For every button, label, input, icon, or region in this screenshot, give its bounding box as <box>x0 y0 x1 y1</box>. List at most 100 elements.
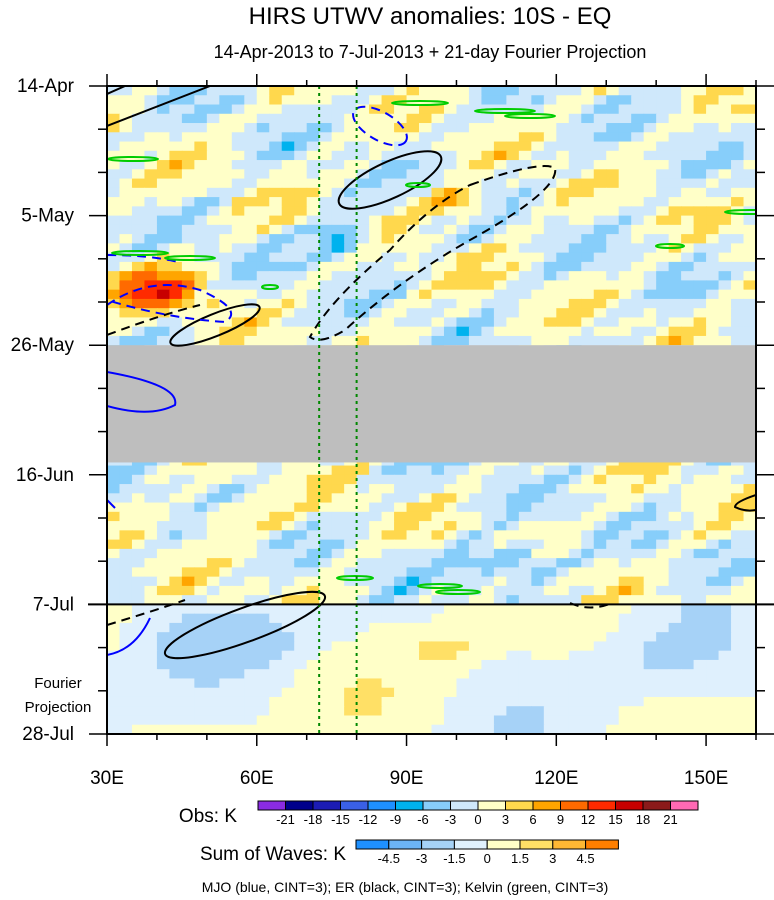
anomaly-cell <box>144 585 158 596</box>
anomaly-cell <box>468 215 483 226</box>
anomaly-cell <box>356 123 370 133</box>
anomaly-cell <box>119 687 133 698</box>
anomaly-cell <box>394 206 408 217</box>
anomaly-cell <box>244 641 258 652</box>
anomaly-cell <box>306 595 320 605</box>
anomaly-cell <box>319 335 333 346</box>
anomaly-cell <box>107 521 121 531</box>
anomaly-cell <box>356 548 370 559</box>
anomaly-cell <box>706 132 720 143</box>
anomaly-cell <box>181 678 195 689</box>
anomaly-cell <box>131 659 146 670</box>
anomaly-cell <box>681 289 695 300</box>
anomaly-cell <box>294 271 308 281</box>
anomaly-cell <box>394 215 408 226</box>
anomaly-cell <box>244 289 258 300</box>
anomaly-cell <box>543 123 557 133</box>
anomaly-cell <box>381 539 395 550</box>
anomaly-cell <box>281 585 295 596</box>
anomaly-cell <box>618 474 632 485</box>
anomaly-cell <box>618 576 632 587</box>
anomaly-cell <box>668 650 682 661</box>
anomaly-cell <box>506 86 520 96</box>
anomaly-cell <box>256 521 270 531</box>
anomaly-cell <box>718 224 732 235</box>
anomaly-cell <box>256 289 270 300</box>
anomaly-cell <box>356 474 370 485</box>
anomaly-cell <box>419 289 433 300</box>
anomaly-cell <box>394 632 408 643</box>
anomaly-cell <box>731 539 745 550</box>
anomaly-cell <box>181 548 195 559</box>
anomaly-cell <box>294 669 308 680</box>
anomaly-cell <box>656 160 670 170</box>
anomaly-cell <box>206 95 220 106</box>
anomaly-cell <box>306 465 320 476</box>
x-tick-label: 90E <box>390 768 424 789</box>
anomaly-cell <box>269 123 283 133</box>
anomaly-cell <box>144 715 158 726</box>
anomaly-cell <box>731 206 745 217</box>
anomaly-cell <box>206 669 220 680</box>
anomaly-cell <box>181 317 195 328</box>
anomaly-cell <box>406 678 420 689</box>
anomaly-cell <box>406 86 420 96</box>
anomaly-cell <box>281 493 295 504</box>
anomaly-cell <box>194 280 208 291</box>
anomaly-cell <box>606 197 620 207</box>
anomaly-cell <box>556 280 570 291</box>
anomaly-cell <box>606 141 620 152</box>
anomaly-cell <box>693 104 707 115</box>
anomaly-cell <box>606 280 620 291</box>
anomaly-cell <box>419 632 433 643</box>
anomaly-cell <box>119 150 133 161</box>
anomaly-cell <box>481 558 495 568</box>
anomaly-cell <box>244 326 258 337</box>
anomaly-cell <box>231 252 245 263</box>
anomaly-cell <box>119 141 133 152</box>
anomaly-cell <box>656 178 670 189</box>
anomaly-cell <box>531 484 545 494</box>
anomaly-cell <box>331 622 345 633</box>
anomaly-cell <box>169 280 183 291</box>
anomaly-cell <box>181 261 195 272</box>
anomaly-cell <box>456 150 470 161</box>
anomaly-cell <box>518 280 532 291</box>
anomaly-cell <box>194 252 208 263</box>
anomaly-cell <box>144 724 158 734</box>
anomaly-cell <box>443 326 458 337</box>
anomaly-cell <box>319 317 333 328</box>
anomaly-cell <box>169 493 183 504</box>
anomaly-cell <box>156 261 171 272</box>
anomaly-cell <box>493 585 507 596</box>
waves-legend-swatch <box>486 839 521 850</box>
anomaly-cell <box>107 715 121 726</box>
anomaly-cell <box>693 539 707 550</box>
anomaly-cell <box>506 558 520 568</box>
anomaly-cell <box>681 317 695 328</box>
anomaly-cell <box>206 632 220 643</box>
anomaly-cell <box>718 632 732 643</box>
anomaly-cell <box>568 169 582 180</box>
anomaly-cell <box>306 669 320 680</box>
anomaly-cell <box>206 123 220 133</box>
anomaly-cell <box>281 261 295 272</box>
anomaly-cell <box>206 271 220 281</box>
anomaly-cell <box>468 280 483 291</box>
anomaly-cell <box>369 215 383 226</box>
anomaly-cell <box>518 234 532 244</box>
anomaly-cell <box>618 289 632 300</box>
anomaly-cell <box>743 632 756 643</box>
anomaly-cell <box>431 86 445 96</box>
anomaly-cell <box>643 243 657 254</box>
anomaly-cell <box>706 197 720 207</box>
anomaly-cell <box>556 160 570 170</box>
anomaly-cell <box>244 317 258 328</box>
anomaly-cell <box>731 641 745 652</box>
anomaly-cell <box>706 678 720 689</box>
anomaly-cell <box>344 271 358 281</box>
anomaly-cell <box>693 687 707 698</box>
anomaly-cell <box>556 659 570 670</box>
anomaly-cell <box>606 95 620 106</box>
anomaly-cell <box>443 113 458 124</box>
